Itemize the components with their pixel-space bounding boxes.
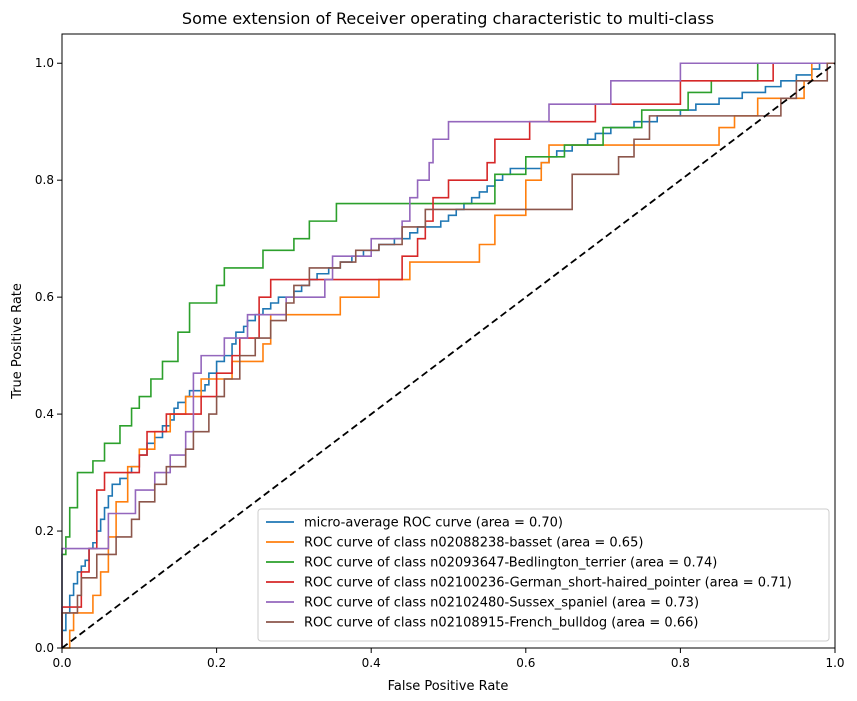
- roc-curve-series-2: [61, 62, 835, 648]
- y-tick-label: 0.2: [35, 524, 54, 538]
- y-axis: 0.0 0.2 0.4 0.6 0.8 1.0: [35, 56, 62, 655]
- legend-box: [257, 508, 830, 642]
- roc-curve-series-3: [61, 62, 835, 648]
- series-layer: [61, 62, 835, 649]
- legend-label-2: ROC curve of class n02093647-Bedlington_…: [304, 556, 717, 571]
- y-axis-label: True Positive Rate: [10, 283, 25, 400]
- x-tick-label: 0.4: [362, 656, 381, 670]
- legend-label-4: ROC curve of class n02102480-Sussex_span…: [304, 596, 699, 611]
- roc-curve-series-4: [61, 62, 835, 648]
- chance-diagonal-line: [61, 62, 836, 649]
- legend: micro-average ROC curve (area = 0.70) ROC…: [257, 508, 830, 642]
- x-tick-label: 0.6: [516, 656, 535, 670]
- plot-area: [61, 62, 836, 649]
- x-axis-label: False Positive Rate: [388, 679, 509, 694]
- roc-curve-series-0: [61, 62, 835, 648]
- y-tick-label: 0.0: [35, 641, 54, 655]
- y-tick-label: 1.0: [35, 56, 54, 70]
- plot-frame: [61, 33, 836, 649]
- y-tick-label: 0.4: [35, 407, 54, 421]
- legend-label-3: ROC curve of class n02100236-German_shor…: [304, 576, 792, 591]
- x-tick-label: 0.8: [671, 656, 690, 670]
- x-tick-label: 0.2: [207, 656, 226, 670]
- chart-title: Some extension of Receiver operating cha…: [182, 9, 714, 28]
- roc-curve-series-5: [61, 62, 835, 648]
- legend-label-1: ROC curve of class n02088238-basset (are…: [304, 536, 643, 551]
- y-tick-label: 0.8: [35, 173, 54, 187]
- x-tick-label: 1.0: [825, 656, 844, 670]
- x-tick-label: 0.0: [52, 656, 71, 670]
- legend-label-5: ROC curve of class n02108915-French_bull…: [304, 616, 698, 631]
- y-tick-label: 0.6: [35, 290, 54, 304]
- x-axis: 0.0 0.2 0.4 0.6 0.8 1.0: [52, 648, 845, 670]
- legend-label-0: micro-average ROC curve (area = 0.70): [304, 516, 563, 531]
- legend-items: micro-average ROC curve (area = 0.70) ROC…: [266, 516, 792, 631]
